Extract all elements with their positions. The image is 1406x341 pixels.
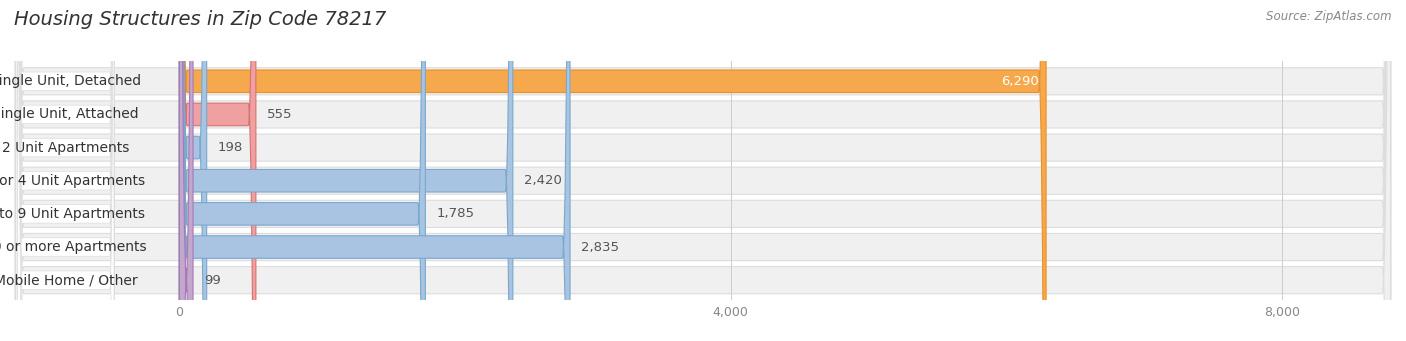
FancyBboxPatch shape: [17, 0, 114, 341]
Text: 2 Unit Apartments: 2 Unit Apartments: [1, 140, 129, 154]
Text: 2,835: 2,835: [581, 240, 619, 254]
FancyBboxPatch shape: [15, 0, 1391, 341]
FancyBboxPatch shape: [15, 0, 1391, 341]
Text: 2,420: 2,420: [524, 174, 562, 187]
Text: Housing Structures in Zip Code 78217: Housing Structures in Zip Code 78217: [14, 10, 387, 29]
Text: 198: 198: [218, 141, 243, 154]
Text: 6,290: 6,290: [1001, 75, 1039, 88]
FancyBboxPatch shape: [180, 0, 256, 341]
FancyBboxPatch shape: [15, 0, 1391, 341]
FancyBboxPatch shape: [180, 0, 569, 341]
Text: 1,785: 1,785: [436, 207, 474, 220]
Text: Single Unit, Detached: Single Unit, Detached: [0, 74, 141, 88]
FancyBboxPatch shape: [15, 0, 1391, 341]
FancyBboxPatch shape: [15, 0, 1391, 341]
Text: 5 to 9 Unit Apartments: 5 to 9 Unit Apartments: [0, 207, 145, 221]
FancyBboxPatch shape: [17, 0, 114, 341]
FancyBboxPatch shape: [180, 0, 426, 341]
FancyBboxPatch shape: [15, 0, 1391, 341]
Text: 555: 555: [267, 108, 292, 121]
Text: Mobile Home / Other: Mobile Home / Other: [0, 273, 138, 287]
FancyBboxPatch shape: [17, 0, 114, 341]
FancyBboxPatch shape: [15, 0, 1391, 341]
Text: Source: ZipAtlas.com: Source: ZipAtlas.com: [1267, 10, 1392, 23]
FancyBboxPatch shape: [17, 0, 114, 341]
Text: 3 or 4 Unit Apartments: 3 or 4 Unit Apartments: [0, 174, 145, 188]
FancyBboxPatch shape: [17, 0, 114, 341]
FancyBboxPatch shape: [180, 0, 193, 341]
FancyBboxPatch shape: [180, 0, 207, 341]
FancyBboxPatch shape: [180, 0, 1046, 341]
Text: 10 or more Apartments: 10 or more Apartments: [0, 240, 148, 254]
FancyBboxPatch shape: [17, 0, 114, 341]
FancyBboxPatch shape: [17, 0, 114, 341]
Text: Single Unit, Attached: Single Unit, Attached: [0, 107, 139, 121]
FancyBboxPatch shape: [180, 0, 513, 341]
Text: 99: 99: [204, 274, 221, 287]
